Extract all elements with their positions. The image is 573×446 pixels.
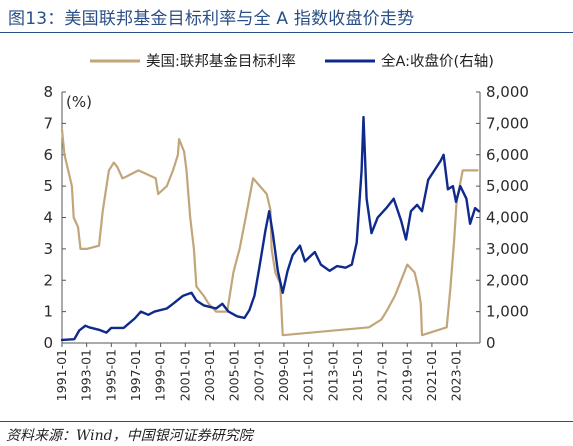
left-tick-label: 5 — [43, 177, 53, 195]
figure-title: 图13：美国联邦基金目标利率与全 A 指数收盘价走势 — [8, 9, 415, 29]
title-divider — [0, 32, 573, 33]
left-tick-label: 1 — [43, 303, 53, 321]
x-tick-label: 2009-01 — [276, 349, 291, 401]
right-tick-label: 8,000 — [486, 83, 529, 101]
x-tick-label: 2013-01 — [325, 349, 340, 401]
x-tick-label: 1997-01 — [128, 349, 143, 401]
line-chart: 美国:联邦基金目标利率 全A:收盘价(右轴) 0 1 2 3 4 5 6 7 8 0 1,000 2… — [43, 52, 529, 401]
left-tick-label: 7 — [43, 114, 53, 132]
right-tick-label: 3,000 — [486, 240, 529, 258]
x-axis: 1991-01 1993-01 1995-01 1997-01 1999-01 2001-… — [54, 343, 464, 401]
right-axis: 0 1,000 2,000 3,000 4,000 5,000 6,000 7,000 8,00… — [476, 83, 529, 352]
x-tick-label: 1999-01 — [153, 349, 168, 401]
right-tick-label: 6,000 — [486, 146, 529, 164]
x-tick-label: 2007-01 — [251, 349, 266, 401]
x-tick-label: 2021-01 — [424, 349, 439, 401]
x-tick-label: 2017-01 — [375, 349, 390, 401]
x-tick-label: 1995-01 — [103, 349, 118, 401]
series-line-fed-rate — [60, 128, 479, 337]
left-tick-label: 8 — [43, 83, 53, 101]
x-tick-label: 2019-01 — [399, 349, 414, 401]
legend: 美国:联邦基金目标利率 全A:收盘价(右轴) — [90, 52, 494, 70]
left-tick-label: 2 — [43, 271, 53, 289]
x-tick-label: 1993-01 — [79, 349, 94, 401]
right-tick-label: 1,000 — [486, 303, 529, 321]
x-tick-label: 2005-01 — [227, 349, 242, 401]
x-tick-label: 1991-01 — [54, 349, 69, 401]
x-tick-label: 2023-01 — [449, 349, 464, 401]
source-note: 资料来源：Wind，中国银河证券研究院 — [6, 428, 253, 444]
left-axis-unit: (%) — [66, 93, 92, 111]
left-tick-label: 4 — [43, 209, 53, 227]
legend-label-index-close: 全A:收盘价(右轴) — [381, 52, 494, 70]
series-layer — [60, 115, 480, 342]
left-tick-label: 0 — [43, 334, 53, 352]
series-line-index-close — [60, 115, 480, 342]
left-tick-label: 6 — [43, 146, 53, 164]
right-tick-label: 5,000 — [486, 177, 529, 195]
x-tick-label: 2011-01 — [301, 349, 316, 401]
x-tick-label: 2001-01 — [177, 349, 192, 401]
footer-divider — [0, 421, 573, 422]
legend-label-fed-rate: 美国:联邦基金目标利率 — [146, 53, 296, 70]
right-tick-label: 2,000 — [486, 271, 529, 289]
x-tick-label: 2003-01 — [202, 349, 217, 401]
left-tick-label: 3 — [43, 240, 53, 258]
right-tick-label: 7,000 — [486, 114, 529, 132]
x-tick-label: 2015-01 — [350, 349, 365, 401]
right-tick-label: 4,000 — [486, 209, 529, 227]
right-tick-label: 0 — [486, 334, 496, 352]
left-axis: 0 1 2 3 4 5 6 7 8 — [43, 83, 66, 352]
